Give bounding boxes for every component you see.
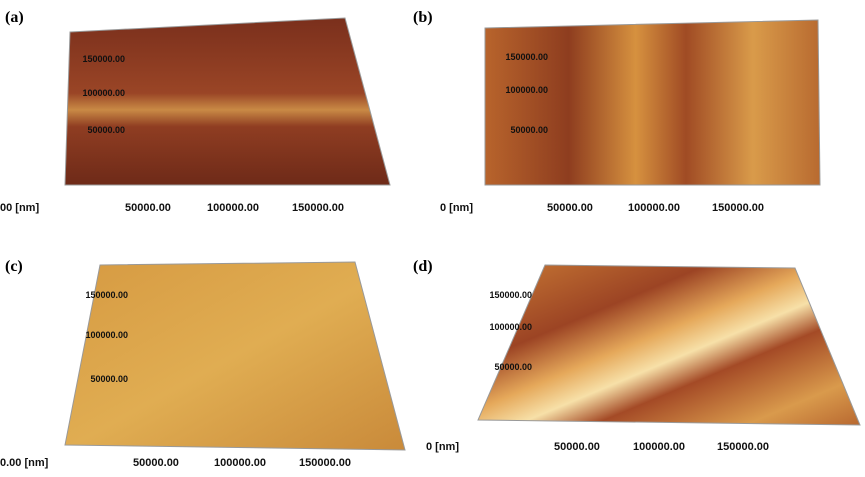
- x-axis-label: 0.00 [nm]: [0, 457, 49, 469]
- x-axis-label: 0 [nm]: [426, 441, 459, 453]
- x-axis-label: 150000.00: [717, 441, 769, 453]
- panel-label: (c): [5, 258, 23, 275]
- y-axis-label: 50000.00: [494, 362, 532, 372]
- y-axis-label: 150000.00: [505, 52, 548, 62]
- surface-d: [478, 265, 860, 425]
- panel-label: (d): [413, 258, 433, 275]
- figure: (a) 150000.00 100000.00 50000.00 00 [nm] 5000…: [0, 0, 865, 477]
- x-axis-label: 100000.00: [628, 202, 680, 214]
- x-axis-label: 100000.00: [207, 202, 259, 214]
- y-axis-label: 100000.00: [489, 322, 532, 332]
- y-axis-label: 100000.00: [505, 85, 548, 95]
- surfaces: [65, 18, 860, 450]
- panel-label: (b): [413, 9, 433, 26]
- x-axis-label: 150000.00: [712, 202, 764, 214]
- x-axis-label: 50000.00: [133, 457, 179, 469]
- surface-a: [65, 18, 390, 185]
- x-axis-label: 50000.00: [125, 202, 171, 214]
- y-axis-label: 50000.00: [510, 125, 548, 135]
- x-axis-label: 150000.00: [292, 202, 344, 214]
- y-axis-label: 150000.00: [82, 54, 125, 64]
- surface-b: [485, 20, 820, 185]
- x-axis-label: 50000.00: [547, 202, 593, 214]
- y-axis-label: 50000.00: [87, 125, 125, 135]
- panel-label: (a): [5, 9, 24, 26]
- x-axis-label: 50000.00: [554, 441, 600, 453]
- x-axis-label: 00 [nm]: [0, 202, 39, 214]
- y-axis-label: 100000.00: [82, 88, 125, 98]
- y-axis-label: 100000.00: [85, 330, 128, 340]
- x-axis-label: 100000.00: [633, 441, 685, 453]
- y-axis-label: 150000.00: [489, 290, 532, 300]
- x-axis-label: 150000.00: [299, 457, 351, 469]
- x-axis-label: 100000.00: [214, 457, 266, 469]
- y-axis-label: 150000.00: [85, 290, 128, 300]
- x-axis-label: 0 [nm]: [440, 202, 473, 214]
- y-axis-label: 50000.00: [90, 374, 128, 384]
